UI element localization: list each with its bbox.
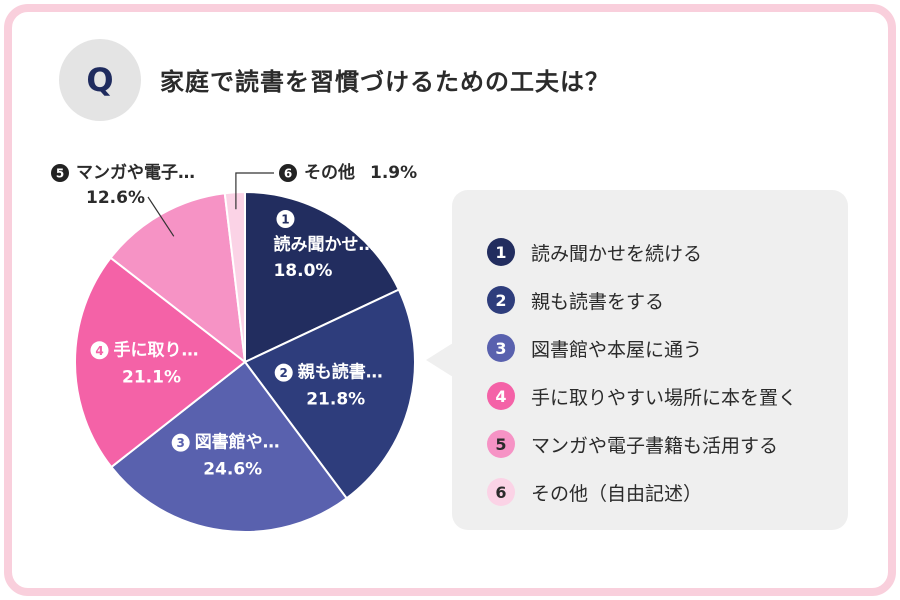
slice-label-num-6: 6 [284, 167, 292, 181]
legend-number-6: 6 [487, 478, 515, 506]
leader-line-6 [235, 172, 274, 210]
slice-label-num-2-circle [274, 363, 293, 382]
slice-label-text-6: その他 [304, 162, 355, 183]
legend-label-5: マンガや電子書籍も活用する [531, 434, 779, 457]
pie-slice-6 [223, 190, 246, 363]
leader-line-5 [147, 196, 175, 237]
question-title: 家庭で読書を習慣づけるための工夫は？ [160, 68, 610, 96]
slice-value-5: 12.6% [86, 188, 145, 208]
slice-value-6: 1.9% [370, 163, 417, 183]
slice-label-num-5: 5 [56, 167, 64, 181]
slice-label-text-2: 親も読書… [298, 362, 383, 383]
slice-label-text-1: 読み聞かせ… [273, 234, 375, 255]
slice-label-num-3: 3 [177, 436, 185, 450]
slice-label-num-4: 4 [95, 344, 103, 358]
leader-lines [147, 172, 274, 237]
legend-list: 1 読み聞かせを続ける 2 親も読書をする 3 図書館や本屋に通う 4 手に取りやすい場所に本… [487, 228, 797, 516]
slice-value-1: 18.0% [273, 261, 332, 281]
legend-panel [452, 190, 848, 530]
legend-number-3: 3 [487, 334, 515, 362]
pie-slice-4 [74, 256, 247, 469]
slice-value-3: 24.6% [203, 460, 262, 480]
slice-value-4: 21.1% [122, 367, 181, 387]
legend-number-4: 4 [487, 382, 515, 410]
legend-pointer [426, 343, 453, 377]
slice-label-num-4-circle [90, 341, 109, 360]
slice-label-text-4: 手に取り… [114, 339, 199, 360]
pie-slice-2 [243, 288, 416, 500]
slice-label-num-6-circle [279, 164, 297, 182]
legend-item-6: 6 その他（自由記述） [487, 468, 797, 516]
slice-value-2: 21.8% [306, 390, 365, 410]
legend-number-5: 5 [487, 430, 515, 458]
question-badge: Q [59, 39, 141, 121]
legend-number-1: 1 [487, 238, 515, 266]
legend-item-1: 1 読み聞かせを続ける [487, 228, 797, 276]
slice-label-num-2: 2 [280, 366, 288, 380]
legend-item-3: 3 図書館や本屋に通う [487, 324, 797, 372]
slice-label-num-1-circle [276, 210, 295, 229]
legend-label-3: 図書館や本屋に通う [531, 338, 703, 361]
slice-label-num-1: 1 [281, 213, 289, 227]
slice-label-text-3: 図書館や… [195, 432, 280, 453]
slice-label-num-5-circle [51, 164, 69, 182]
legend-label-1: 読み聞かせを続ける [531, 242, 703, 265]
pie-slices [74, 190, 416, 533]
pie-slice-5 [109, 192, 247, 365]
slice-labels: 1 読み聞かせ… 18.0% 2 親も読書… 21.8% 3 図書館や… 24.6% 4 手に取り…… [51, 162, 417, 480]
pie-slice-1 [244, 190, 401, 364]
legend-item-4: 4 手に取りやすい場所に本を置く [487, 372, 797, 420]
legend-item-5: 5 マンガや電子書籍も活用する [487, 420, 797, 468]
legend-label-2: 親も読書をする [531, 290, 665, 313]
legend-label-4: 手に取りやすい場所に本を置く [531, 386, 798, 409]
slice-label-text-5: マンガや電子… [76, 163, 195, 183]
pie-slice-3 [109, 360, 349, 533]
legend-item-2: 2 親も読書をする [487, 276, 797, 324]
slice-label-num-3-circle [171, 433, 190, 452]
legend-label-6: その他（自由記述） [531, 482, 703, 505]
legend-number-2: 2 [487, 286, 515, 314]
